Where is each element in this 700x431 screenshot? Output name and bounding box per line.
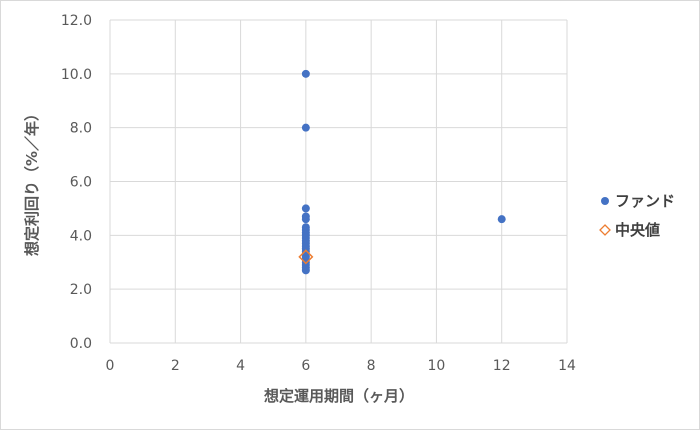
data-points (298, 69, 506, 275)
fund-point (497, 215, 506, 224)
y-tick-label: 10.0 (61, 67, 92, 83)
y-tick-label: 6.0 (70, 175, 92, 191)
axes: 0.0 2.0 4.0 6.0 8.0 10.0 12.0 0 2 4 6 8 10 12 14 (61, 13, 576, 374)
legend-fund-marker (601, 197, 609, 205)
y-tick-label: 4.0 (70, 228, 92, 244)
x-tick-label: 6 (301, 358, 310, 374)
legend-label: 中央値 (615, 221, 660, 239)
x-tick-label: 10 (428, 358, 446, 374)
y-tick-label: 8.0 (70, 121, 92, 137)
fund-point (301, 69, 310, 78)
y-tick-label: 2.0 (70, 282, 92, 298)
x-tick-label: 8 (367, 358, 376, 374)
median-point (298, 249, 314, 265)
x-axis-title: 想定運用期間（ヶ月） (263, 387, 414, 405)
x-tick-label: 2 (171, 358, 180, 374)
x-tick-label: 14 (558, 358, 576, 374)
x-tick-label: 0 (106, 358, 115, 374)
legend-label: ファンド (615, 192, 675, 210)
y-axis-title: 想定利回り（%／年） (23, 106, 41, 257)
y-tick-label: 12.0 (61, 13, 92, 29)
gridlines (109, 19, 568, 344)
y-tick-label: 0.0 (70, 336, 92, 352)
x-tick-label: 12 (493, 358, 511, 374)
x-tick-label: 4 (236, 358, 245, 374)
fund-point (301, 266, 310, 275)
legend-median-marker (599, 224, 611, 236)
fund-point (301, 123, 310, 132)
fund-point (301, 204, 310, 213)
fund-point (301, 215, 310, 224)
